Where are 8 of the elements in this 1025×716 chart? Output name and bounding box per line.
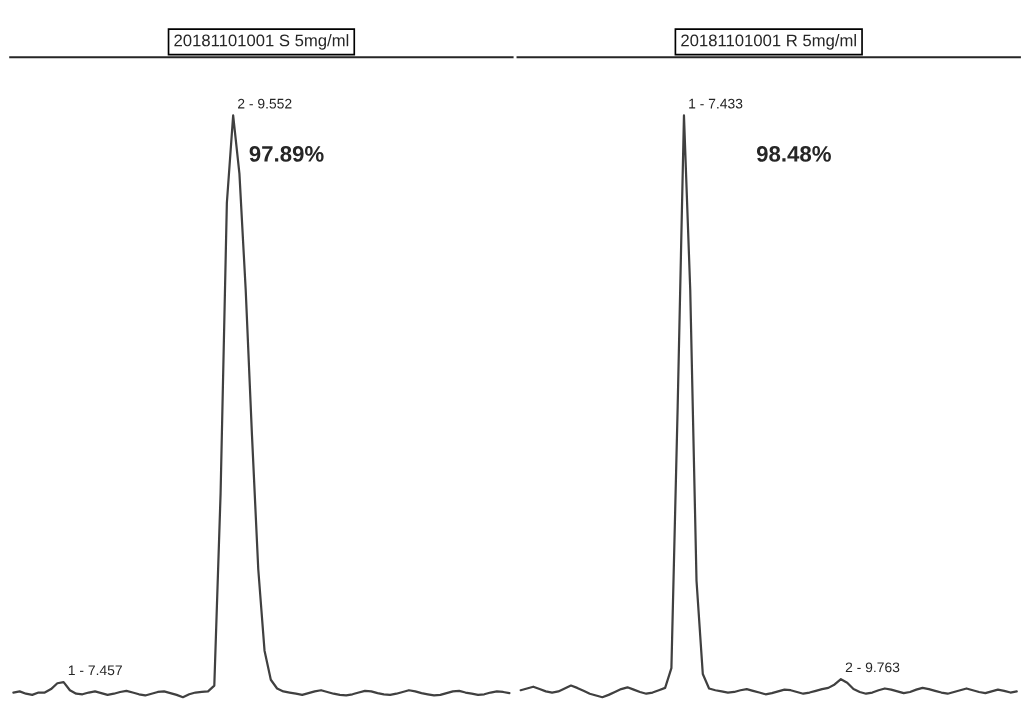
chart-title: 20181101001 R 5mg/ml — [681, 34, 856, 50]
annotation: 2 - 9.763 — [845, 662, 900, 673]
text: 1 - 7.433 — [689, 98, 743, 109]
text: 2 - 9.552 — [238, 98, 292, 109]
annotation: 1 - 7.457 — [68, 665, 122, 676]
annotation: 98.48% — [756, 146, 831, 162]
annotation: 97.89% — [249, 146, 324, 162]
chart-title: 20181101001 S 5mg/ml — [174, 34, 349, 50]
